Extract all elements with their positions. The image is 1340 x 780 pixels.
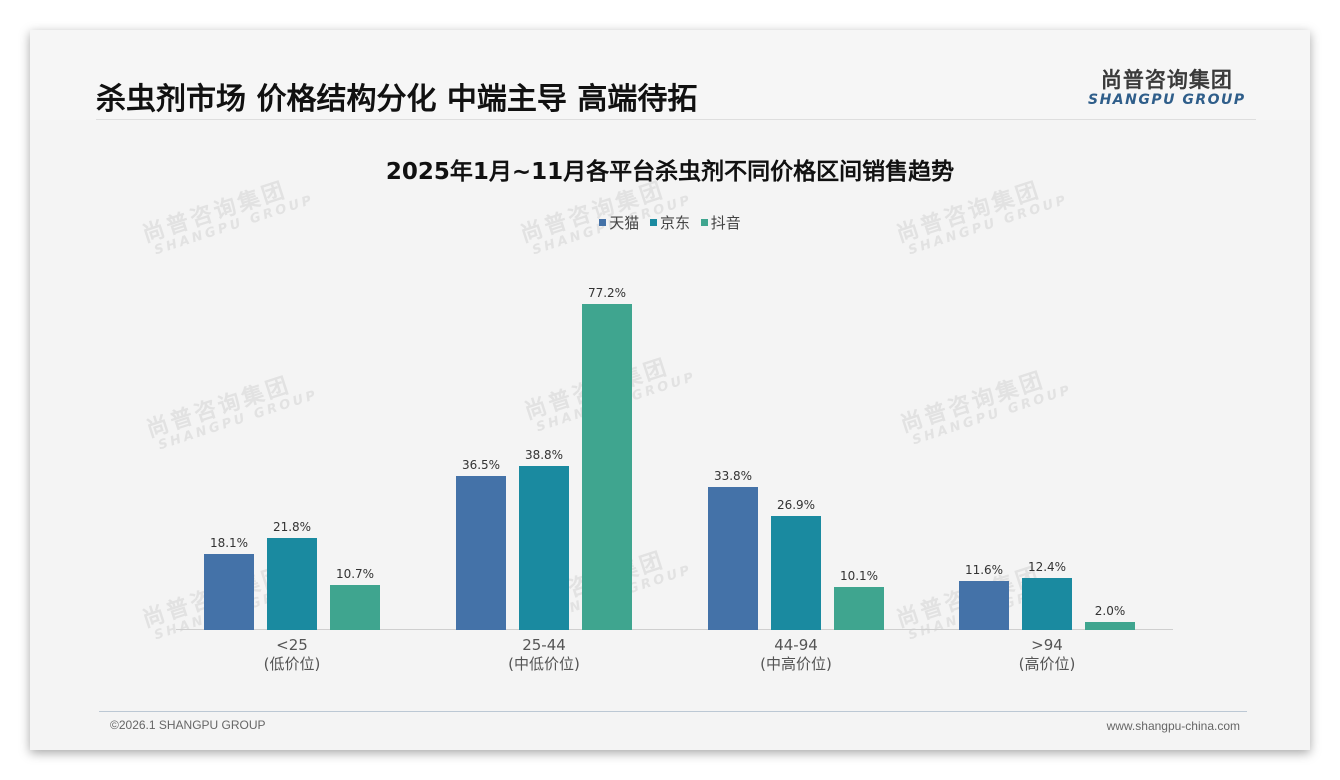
legend-swatch-icon bbox=[700, 219, 708, 226]
data-label: 2.0% bbox=[1094, 603, 1126, 618]
chart-legend: 天猫 京东 抖音 bbox=[30, 212, 1310, 233]
data-label: 10.1% bbox=[839, 569, 879, 584]
legend-label: 天猫 bbox=[609, 214, 640, 232]
x-axis-category-label: >94 (高价位) bbox=[967, 636, 1127, 674]
bar bbox=[1022, 577, 1072, 630]
logo-chinese: 尚普咨询集团 bbox=[1100, 68, 1233, 92]
bar bbox=[330, 584, 380, 630]
footer-website: www.shangpu-china.com bbox=[1106, 719, 1240, 733]
header-band bbox=[30, 30, 1310, 120]
data-label: 26.9% bbox=[776, 498, 816, 513]
page-title: 杀虫剂市场 价格结构分化 中端主导 高端待拓 bbox=[96, 82, 698, 117]
x-axis-category-label: 44-94 (中高价位) bbox=[716, 636, 876, 674]
category-range: <25 bbox=[276, 636, 308, 654]
bar-chart-plot: 18.1% 21.8% 10.7% 36.5% 38.8% 77.2% 33.8% 26.9%… bbox=[176, 250, 1176, 630]
data-label: 11.6% bbox=[964, 563, 1004, 578]
bar bbox=[959, 581, 1009, 630]
bar bbox=[519, 466, 569, 630]
x-axis-line bbox=[176, 629, 1173, 630]
bar bbox=[708, 487, 758, 630]
x-axis-category-label: <25 (低价位) bbox=[212, 636, 372, 674]
category-tier: (中低价位) bbox=[508, 655, 580, 673]
legend-label: 抖音 bbox=[710, 214, 741, 232]
legend-swatch-icon bbox=[649, 219, 657, 226]
legend-item-douyin: 抖音 bbox=[700, 212, 741, 233]
bar bbox=[267, 538, 317, 630]
bar bbox=[456, 475, 506, 630]
logo-english: SHANGPU GROUP bbox=[1088, 92, 1246, 108]
data-label: 10.7% bbox=[335, 566, 375, 581]
slide: 杀虫剂市场 价格结构分化 中端主导 高端待拓 尚普咨询集团 SHANGPU GR… bbox=[30, 30, 1310, 750]
data-label: 33.8% bbox=[713, 469, 753, 484]
x-axis-category-label: 25-44 (中低价位) bbox=[464, 636, 624, 674]
category-range: 25-44 bbox=[522, 636, 566, 654]
footer-divider bbox=[99, 711, 1247, 712]
category-range: 44-94 bbox=[774, 636, 818, 654]
bar bbox=[582, 304, 632, 630]
category-tier: (低价位) bbox=[263, 655, 321, 673]
data-label: 38.8% bbox=[524, 448, 564, 463]
company-logo: 尚普咨询集团 SHANGPU GROUP bbox=[1088, 64, 1246, 108]
legend-swatch-icon bbox=[599, 219, 607, 226]
bar bbox=[771, 516, 821, 630]
chart-title: 2025年1月~11月各平台杀虫剂不同价格区间销售趋势 bbox=[385, 159, 955, 185]
category-tier: (高价位) bbox=[1018, 655, 1076, 673]
footer-copyright: ©2026.1 SHANGPU GROUP bbox=[110, 718, 266, 732]
category-tier: (中高价位) bbox=[760, 655, 832, 673]
header-divider bbox=[96, 119, 1256, 120]
data-label: 21.8% bbox=[272, 520, 312, 535]
legend-item-jd: 京东 bbox=[649, 212, 690, 233]
data-label: 36.5% bbox=[461, 457, 501, 472]
bar bbox=[834, 587, 884, 630]
category-range: >94 bbox=[1031, 636, 1063, 654]
data-label: 12.4% bbox=[1027, 559, 1067, 574]
legend-item-tmall: 天猫 bbox=[599, 212, 639, 233]
legend-label: 京东 bbox=[659, 214, 690, 232]
bar bbox=[1085, 621, 1135, 630]
data-label: 77.2% bbox=[587, 286, 627, 301]
bar bbox=[204, 553, 254, 630]
data-label: 18.1% bbox=[209, 535, 249, 550]
